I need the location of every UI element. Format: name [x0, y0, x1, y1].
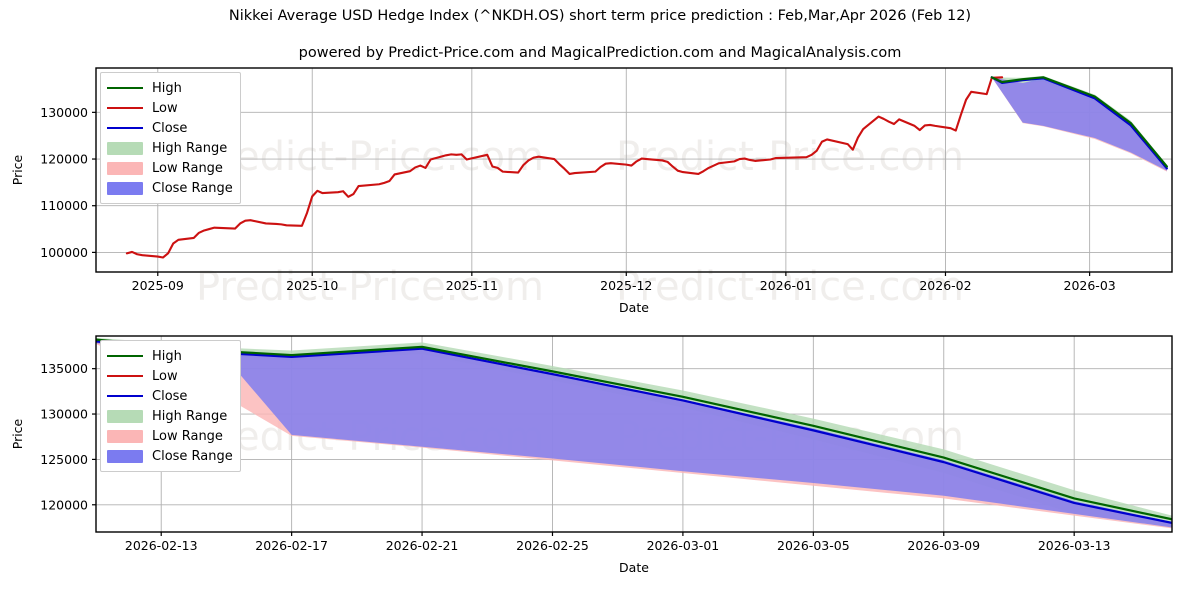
watermark-text: Predict-Price.com — [196, 134, 544, 180]
x-tick-label: 2026-02-17 — [255, 538, 328, 553]
x-tick-label: 2026-02-25 — [516, 538, 589, 553]
overview-chart-panel: Predict-Price.com Predict-Price.com Predic… — [10, 67, 1173, 315]
series-line-high — [96, 338, 1172, 521]
legend-item-close: Close — [107, 386, 233, 406]
x-tick-label: 2025-10 — [286, 278, 338, 293]
legend-swatch-line-icon — [107, 101, 143, 115]
series-lines — [125, 76, 1168, 259]
range-band-close-range — [991, 77, 1167, 171]
legend-item-high: High — [107, 346, 233, 366]
overview-plot-area: Predict-Price.com Predict-Price.comPredic… — [10, 67, 1173, 315]
legend-swatch-patch-icon — [107, 449, 143, 463]
x-tick-label: 2025-12 — [600, 278, 652, 293]
x-tick-label: 2026-02 — [919, 278, 971, 293]
legend-item-low: Low — [107, 366, 233, 386]
axes-frame — [95, 335, 1173, 533]
gridlines — [96, 68, 1172, 272]
legend-item-high-range: High Range — [107, 406, 233, 426]
legend-item-low-range: Low Range — [107, 426, 233, 446]
detail-plot-area: Predict-Price.comPredict-Price.com120000… — [10, 335, 1173, 575]
legend-label: Close Range — [152, 448, 233, 464]
legend-swatch-patch-icon — [107, 429, 143, 443]
range-bands — [96, 337, 1172, 529]
figure-title: Nikkei Average USD Hedge Index (^NKDH.OS… — [228, 8, 972, 24]
legend-swatch-patch-icon — [107, 409, 143, 423]
legend-label: Low — [152, 100, 178, 116]
x-tick-label: 2026-03 — [1064, 278, 1116, 293]
legend-label: High — [152, 80, 182, 96]
legend-item-low-range: Low Range — [107, 158, 233, 178]
legend-swatch-patch-icon — [107, 161, 143, 175]
chart-legend: High Low Close High Range Low Range Close Ran… — [100, 72, 241, 204]
series-lines — [96, 338, 1172, 525]
x-axis-label: Date — [619, 300, 649, 315]
y-tick-label: 120000 — [40, 497, 88, 512]
legend-swatch-patch-icon — [107, 181, 143, 195]
y-tick-label: 125000 — [40, 452, 88, 467]
y-tick-label: 120000 — [40, 152, 88, 167]
legend-label: Low — [152, 368, 178, 384]
x-tick-label: 2026-02-21 — [386, 538, 459, 553]
legend-label: High Range — [152, 140, 228, 156]
legend-label: Close — [152, 388, 188, 404]
legend-label: High Range — [152, 408, 228, 424]
legend-swatch-patch-icon — [107, 141, 143, 155]
legend-label: Close — [152, 120, 188, 136]
series-line-high — [990, 76, 1168, 168]
y-tick-label: 100000 — [40, 245, 88, 260]
legend-item-low: Low — [107, 98, 233, 118]
y-axis-label: Price — [10, 418, 25, 449]
x-tick-label: 2026-03-05 — [777, 538, 850, 553]
legend-item-close-range: Close Range — [107, 446, 233, 466]
legend-item-close-range: Close Range — [107, 178, 233, 198]
y-tick-label: 135000 — [40, 361, 88, 376]
legend-label: Low Range — [152, 160, 223, 176]
x-tick-label: 2026-03-01 — [647, 538, 720, 553]
x-tick-label: 2025-09 — [132, 278, 184, 293]
x-tick-label: 2026-03-13 — [1038, 538, 1111, 553]
x-tick-label: 2026-01 — [760, 278, 812, 293]
legend-swatch-line-icon — [107, 389, 143, 403]
axis-ticks: 100000 110000 120000 130000 2025-09 2025-10 20… — [40, 105, 1115, 293]
legend-swatch-line-icon — [107, 369, 143, 383]
legend-swatch-line-icon — [107, 121, 143, 135]
detail-chart-panel: Predict-Price.comPredict-Price.com120000… — [0, 320, 1200, 600]
y-tick-label: 130000 — [40, 407, 88, 422]
y-axis-label: Price — [10, 154, 25, 185]
x-tick-label: 2026-03-09 — [907, 538, 980, 553]
legend-label: High — [152, 348, 182, 364]
legend-swatch-line-icon — [107, 81, 143, 95]
range-band-close-range — [96, 340, 1172, 528]
legend-label: Low Range — [152, 428, 223, 444]
x-tick-label: 2025-11 — [446, 278, 498, 293]
chart-legend: High Low Close High Range Low Range Close Ran… — [100, 340, 241, 472]
series-line-close — [96, 340, 1172, 525]
axes-frame — [95, 67, 1173, 273]
figure-subtitle: powered by Predict-Price.com and Magical… — [298, 45, 902, 61]
legend-swatch-line-icon — [107, 349, 143, 363]
series-line-low — [125, 76, 1004, 259]
x-axis-label: Date — [619, 560, 649, 575]
y-tick-label: 130000 — [40, 105, 88, 120]
legend-item-high: High — [107, 78, 233, 98]
legend-item-high-range: High Range — [107, 138, 233, 158]
legend-item-close: Close — [107, 118, 233, 138]
axis-ticks: 120000 125000 130000 135000 2026-02-13 2026-0… — [40, 361, 1110, 553]
x-tick-label: 2026-02-13 — [125, 538, 198, 553]
y-tick-label: 110000 — [40, 198, 88, 213]
legend-label: Close Range — [152, 180, 233, 196]
